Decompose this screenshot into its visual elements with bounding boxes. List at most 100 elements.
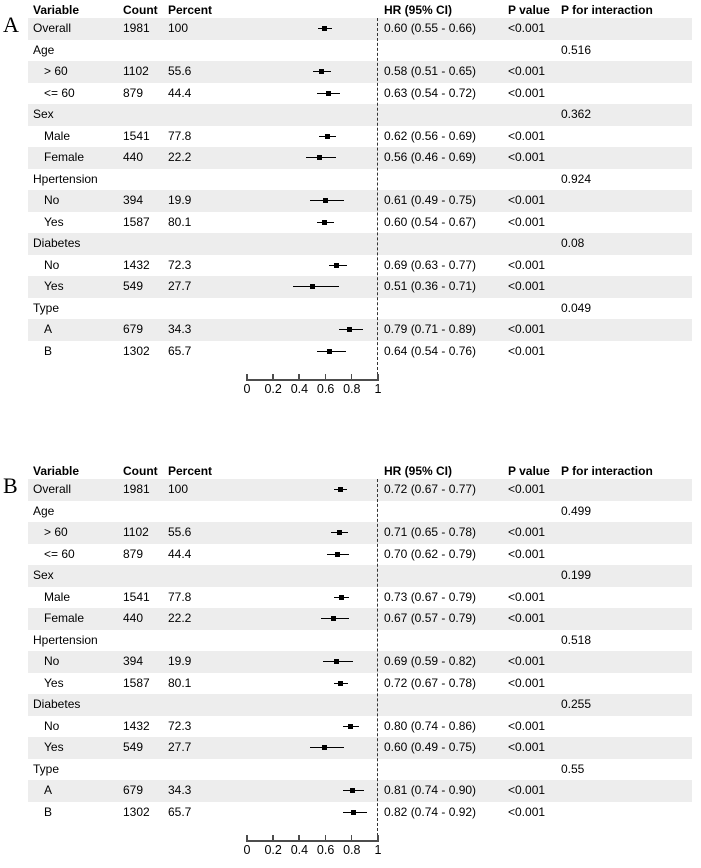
row-p-value: <0.001 bbox=[508, 257, 546, 272]
row-percent-value: 34.3 bbox=[168, 783, 192, 797]
row-hr-ci-value: 0.69 (0.63 - 0.77) bbox=[384, 257, 477, 272]
row-hr-ci-value: 0.63 (0.54 - 0.72) bbox=[384, 85, 477, 100]
row-variable-label: Diabetes bbox=[33, 697, 81, 711]
row-p-value: <0.001 bbox=[508, 21, 546, 35]
row-percent-value: 34.3 bbox=[168, 322, 192, 336]
x-axis-tick-label: 0.2 bbox=[264, 843, 282, 857]
row-count-value: 1587 bbox=[123, 214, 150, 229]
row-variable-label: Hpertension bbox=[33, 171, 98, 186]
row-p-value: <0.001 bbox=[508, 85, 546, 100]
row-count-value: 394 bbox=[123, 654, 144, 668]
x-axis-tick bbox=[324, 835, 327, 840]
column-header-percent: Percent bbox=[168, 464, 213, 478]
column-header-p: P value bbox=[508, 3, 550, 17]
hr-point-marker bbox=[333, 659, 339, 665]
row-percent-value: 65.7 bbox=[168, 804, 192, 819]
row-variable-label: No bbox=[44, 718, 60, 733]
hr-point-marker bbox=[322, 745, 328, 751]
x-axis-tick bbox=[377, 374, 379, 379]
row-p-value: <0.001 bbox=[508, 322, 546, 336]
x-axis-tick bbox=[324, 374, 327, 379]
table-row bbox=[28, 759, 692, 781]
column-header-count: Count bbox=[123, 464, 158, 478]
row-p-interaction-value: 0.255 bbox=[561, 697, 592, 711]
x-axis-tick-label: 0.4 bbox=[290, 382, 309, 396]
row-hr-ci-value: 0.69 (0.59 - 0.82) bbox=[384, 654, 477, 668]
x-axis-tick-label: 1 bbox=[374, 843, 382, 857]
x-axis-tick bbox=[350, 835, 353, 840]
reference-line-hr1 bbox=[377, 479, 378, 841]
row-percent-value: 44.4 bbox=[168, 85, 192, 100]
row-hr-ci-value: 0.72 (0.67 - 0.77) bbox=[384, 482, 477, 496]
table-row bbox=[28, 276, 692, 298]
hr-point-marker bbox=[348, 723, 354, 729]
row-variable-label: Overall bbox=[33, 482, 72, 496]
row-variable-label: Male bbox=[44, 589, 71, 604]
row-count-value: 549 bbox=[123, 740, 144, 754]
row-count-value: 440 bbox=[123, 150, 144, 164]
x-axis-line bbox=[246, 840, 379, 842]
row-count-value: 1302 bbox=[123, 804, 150, 819]
row-variable-label: Female bbox=[44, 150, 85, 164]
row-hr-ci-value: 0.61 (0.49 - 0.75) bbox=[384, 193, 477, 207]
row-percent-value: 55.6 bbox=[168, 64, 192, 78]
hr-point-marker bbox=[322, 26, 328, 32]
x-axis-tick-label: 0.8 bbox=[343, 843, 361, 857]
row-variable-label: Overall bbox=[33, 21, 72, 35]
row-p-value: <0.001 bbox=[508, 740, 546, 754]
row-variable-label: No bbox=[44, 193, 60, 207]
table-row bbox=[28, 18, 692, 40]
column-header-hr: HR (95% CI) bbox=[384, 3, 453, 17]
row-p-value: <0.001 bbox=[508, 546, 546, 561]
hr-point-marker bbox=[326, 90, 332, 96]
hr-point-marker bbox=[322, 219, 328, 225]
hr-point-marker bbox=[346, 327, 352, 333]
x-axis-tick bbox=[350, 374, 353, 379]
row-percent-value: 27.7 bbox=[168, 740, 192, 754]
hr-point-marker bbox=[336, 530, 342, 536]
row-percent-value: 27.7 bbox=[168, 279, 192, 293]
row-p-value: <0.001 bbox=[508, 214, 546, 229]
panel-b: B Variable Count Percent HR (95% CI) P value… bbox=[0, 461, 701, 868]
row-percent-value: 80.1 bbox=[168, 675, 192, 690]
row-variable-label: > 60 bbox=[44, 525, 68, 539]
hr-point-marker bbox=[316, 155, 322, 161]
row-variable-label: Female bbox=[44, 611, 85, 625]
table-row bbox=[28, 104, 692, 126]
row-hr-ci-value: 0.60 (0.49 - 0.75) bbox=[384, 740, 477, 754]
row-percent-value: 55.6 bbox=[168, 525, 192, 539]
x-axis-tick bbox=[272, 374, 274, 379]
row-p-value: <0.001 bbox=[508, 654, 546, 668]
column-header-variable: Variable bbox=[33, 3, 80, 17]
row-percent-value: 72.3 bbox=[168, 257, 192, 272]
hr-point-marker bbox=[327, 348, 333, 354]
hr-point-marker bbox=[335, 551, 341, 557]
column-header-variable: Variable bbox=[33, 464, 80, 478]
column-header-p_interaction: P for interaction bbox=[561, 3, 653, 17]
row-variable-label: Sex bbox=[33, 107, 54, 121]
row-p-interaction-value: 0.55 bbox=[561, 761, 585, 776]
table-row bbox=[28, 694, 692, 716]
row-count-value: 1981 bbox=[123, 482, 150, 496]
table-row bbox=[28, 565, 692, 587]
hr-point-marker bbox=[339, 594, 345, 600]
confidence-interval-line bbox=[310, 747, 345, 749]
row-count-value: 679 bbox=[123, 783, 144, 797]
row-variable-label: Male bbox=[44, 128, 71, 143]
column-header-percent: Percent bbox=[168, 3, 213, 17]
hr-point-marker bbox=[319, 69, 325, 75]
x-axis-tick bbox=[246, 835, 248, 840]
row-hr-ci-value: 0.64 (0.54 - 0.76) bbox=[384, 343, 477, 358]
row-variable-label: Yes bbox=[44, 214, 64, 229]
panel-a-label: A bbox=[3, 12, 19, 37]
table-row bbox=[28, 522, 692, 544]
row-p-value: <0.001 bbox=[508, 525, 546, 539]
row-count-value: 549 bbox=[123, 279, 144, 293]
row-p-value: <0.001 bbox=[508, 804, 546, 819]
x-axis-tick-label: 0.6 bbox=[316, 843, 335, 857]
row-count-value: 1302 bbox=[123, 343, 150, 358]
row-hr-ci-value: 0.67 (0.57 - 0.79) bbox=[384, 611, 477, 625]
row-p-value: <0.001 bbox=[508, 783, 546, 797]
column-header-p_interaction: P for interaction bbox=[561, 464, 653, 478]
